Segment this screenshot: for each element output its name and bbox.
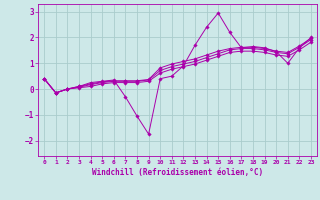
X-axis label: Windchill (Refroidissement éolien,°C): Windchill (Refroidissement éolien,°C) [92, 168, 263, 177]
